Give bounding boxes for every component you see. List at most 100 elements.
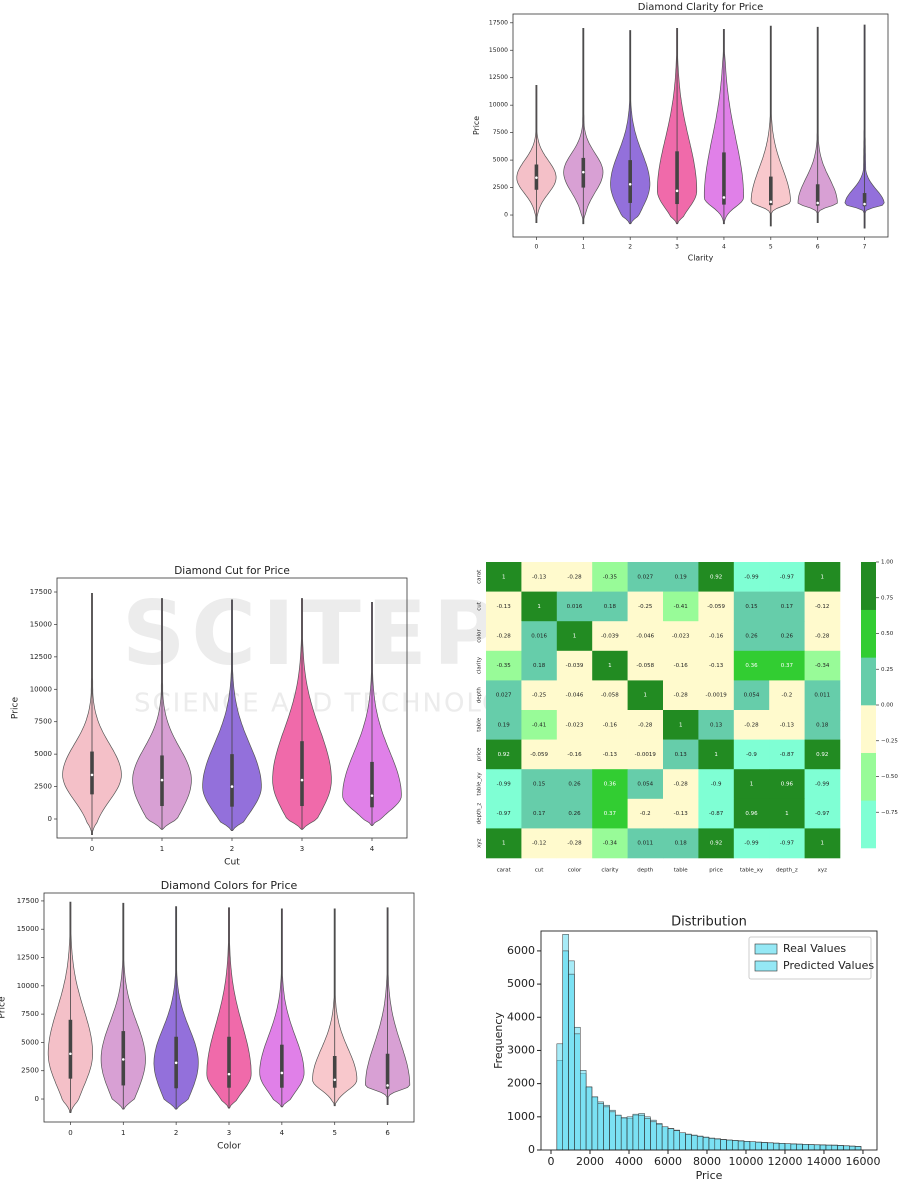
cell-label: 0.19 [498,722,511,728]
cell-label: -0.16 [709,634,724,640]
heatmap-cell [556,739,593,770]
cell-label: 0.18 [675,841,688,847]
y-tick-label: 17500 [30,588,52,596]
cell-label: -0.13 [709,663,724,669]
histogram-bar [767,1142,774,1151]
cell-label: -0.16 [674,663,689,669]
cell-label: -0.9 [746,752,757,758]
histogram-bar [556,1043,563,1151]
y-tick-label: 10000 [30,685,52,693]
heatmap-cell [804,769,841,800]
histogram-bar [656,1123,663,1151]
cell-label: -0.41 [532,722,546,728]
heatmap-cell [592,710,628,740]
y-tick-label: table [477,717,483,732]
histogram-bar [790,1143,797,1151]
legend-box [748,936,872,980]
histogram-bar [737,1140,745,1151]
histogram-bar [691,1135,698,1151]
heatmap-cell [733,769,770,800]
y-tick-label: 7500 [34,718,52,726]
cell-label: -0.2 [782,693,793,699]
violin-median [160,778,164,782]
violin-median [280,1071,284,1075]
heatmap-cell [663,621,699,652]
heatmap-cell [663,680,699,711]
heatmap-cell [698,710,735,740]
histogram-bar [579,1070,587,1151]
heatmap-cell [521,621,558,652]
histogram-bar [761,1142,768,1151]
histogram-bar [585,1086,593,1151]
y-tick-label: 0 [528,1143,535,1156]
cell-label: 0.13 [675,752,688,758]
histogram-bar [591,1096,599,1151]
x-tick-label: 4 [722,244,726,251]
histogram-bar [609,1111,616,1151]
y-axis-label: Price [0,996,8,1019]
cell-label: -0.046 [566,693,584,699]
histogram-bar [673,1130,680,1151]
histogram-bar [819,1144,827,1151]
histogram-bar [615,1114,622,1151]
y-tick-label: 5000 [507,977,535,990]
cell-label: -0.16 [567,752,582,758]
violin-median [174,1061,178,1065]
y-tick-label: xyz [477,838,483,848]
heatmap-cell [769,591,805,622]
x-tick-label: table [674,868,689,874]
chart-title: Diamond Clarity for Price [638,2,763,13]
x-tick-label: 3 [675,244,679,251]
heatmap-cell [556,621,593,652]
heatmap-cell [663,710,699,740]
violin-box [815,184,820,206]
y-tick-label: 1000 [507,1110,535,1123]
violin-box [628,160,632,203]
violin-median [386,1084,389,1087]
heatmap-cell [698,680,735,711]
heatmap-cell [769,680,805,711]
x-tick-label: 12000 [767,1155,802,1168]
y-tick-label: 15000 [489,47,508,54]
cell-label: -0.87 [780,752,795,758]
cell-label: 1 [573,634,577,640]
heatmap-cell [556,562,593,592]
histogram-bar [796,1143,803,1151]
heatmap-cell [769,621,805,652]
histogram-bar [620,1117,628,1151]
y-tick-label: 2500 [34,783,52,791]
cell-label: 1 [821,841,825,847]
histogram-bar [802,1144,809,1151]
heatmap-cell [769,798,805,829]
heatmap-cell [804,650,841,681]
cell-label: -0.13 [780,722,795,728]
y-tick-label: 5000 [34,750,52,758]
histogram-bar [661,1126,669,1151]
cell-label: 1 [714,752,718,758]
chart-title: Diamond Colors for Price [161,879,298,892]
y-tick-label: 2000 [507,1077,535,1090]
cell-label: 1 [608,663,612,669]
cell-label: -0.99 [744,574,759,580]
y-axis-label: Price [11,697,21,720]
heatmap-cell [769,769,805,800]
heatmap-cell [698,650,735,681]
x-tick-label: 3 [300,845,304,853]
cell-label: -0.28 [815,634,830,640]
x-tick-label: 5 [332,1129,336,1137]
heatmap-cell [556,769,593,800]
cell-label: -0.34 [815,663,830,669]
x-axis-label: Cut [224,858,240,868]
cell-label: 0.17 [781,604,794,610]
x-tick-label: 5 [769,244,773,251]
cell-label: 0.011 [637,841,653,847]
cell-label: -0.28 [674,782,689,788]
cell-label: -0.28 [674,693,689,699]
cell-label: -0.058 [636,663,654,669]
cell-label: 0.26 [568,782,581,788]
heatmap-cell [663,828,699,859]
heatmap-cell [592,621,628,652]
heatmap-cell [663,591,699,622]
histogram-bar [825,1144,833,1151]
cell-label: -0.41 [674,604,688,610]
